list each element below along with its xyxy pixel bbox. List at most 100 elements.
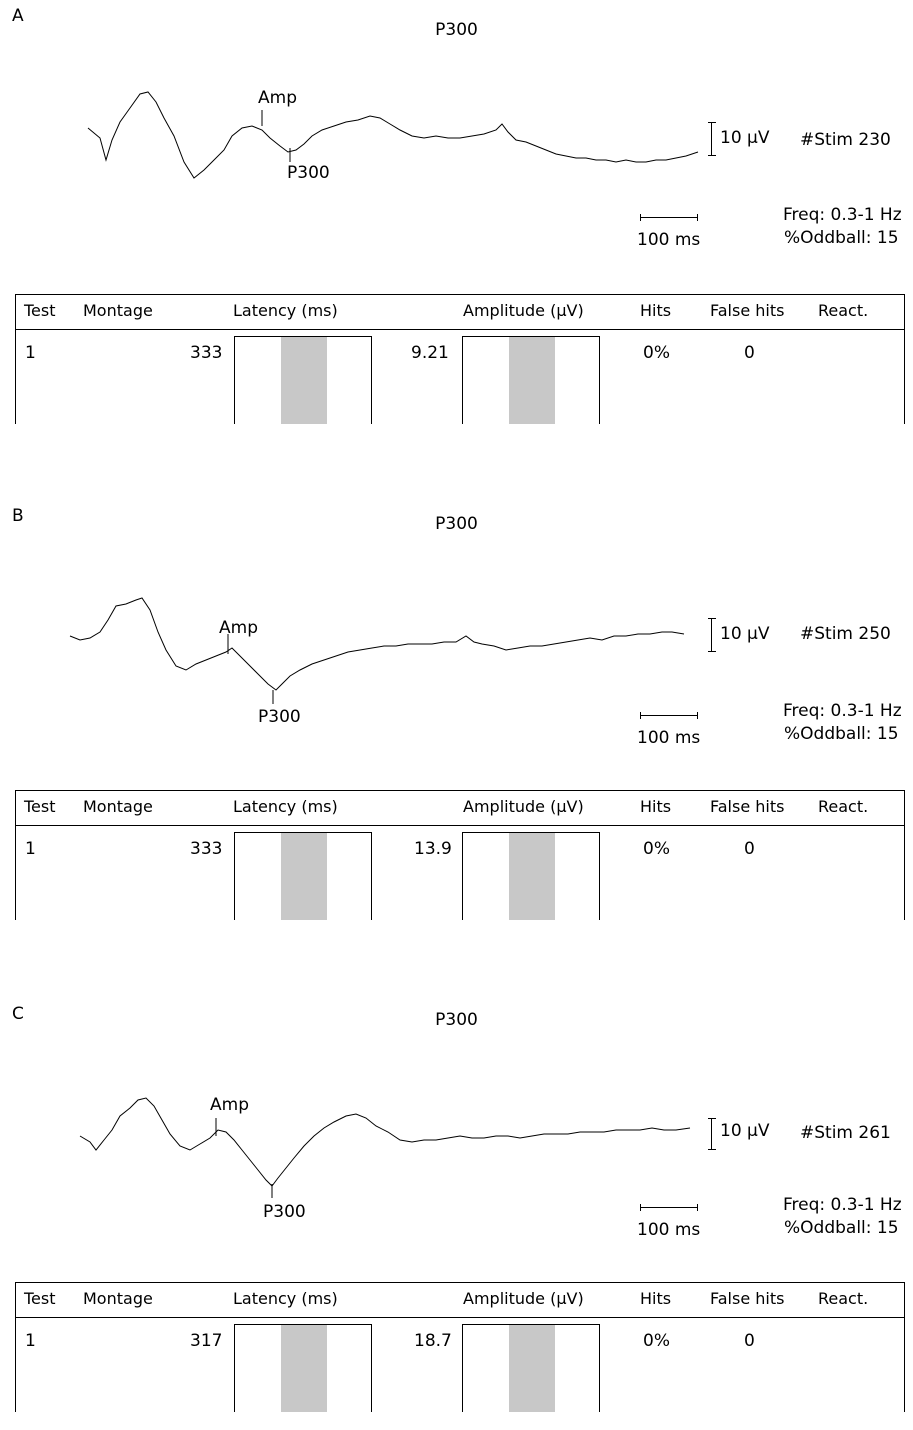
- time-scale-bar: [640, 712, 698, 719]
- stim-count: #Stim 250: [800, 624, 891, 644]
- stim-count: #Stim 230: [800, 130, 891, 150]
- oddball-label: %Oddball: 15: [784, 724, 899, 744]
- time-scale-label: 100 ms: [637, 230, 701, 250]
- latency-gauge: [234, 336, 372, 424]
- panel-b: B P300 Amp P300 10 µV #Stim 250 100 ms F…: [0, 494, 913, 934]
- header-false-hits: False hits: [710, 797, 785, 816]
- amp-label: Amp: [210, 1095, 249, 1115]
- panel-title: P300: [435, 1010, 478, 1030]
- panel-title: P300: [435, 20, 478, 40]
- header-hits: Hits: [640, 1289, 672, 1308]
- panel-letter: C: [12, 1004, 24, 1024]
- cell-amplitude: 9.21: [411, 343, 449, 363]
- header-montage: Montage: [83, 797, 153, 816]
- header-montage: Montage: [83, 301, 153, 320]
- freq-label: Freq: 0.3-1 Hz: [783, 701, 902, 721]
- cell-hits: 0%: [643, 1331, 670, 1351]
- cell-test: 1: [25, 1331, 36, 1351]
- header-hits: Hits: [640, 797, 672, 816]
- stats-header-row: Test Montage Latency (ms) Amplitude (µV)…: [15, 790, 905, 826]
- header-amplitude: Amplitude (µV): [463, 1289, 584, 1308]
- erp-trace-chart: [69, 597, 685, 704]
- header-montage: Montage: [83, 1289, 153, 1308]
- stats-header-row: Test Montage Latency (ms) Amplitude (µV)…: [15, 1282, 905, 1318]
- stats-table: Test Montage Latency (ms) Amplitude (µV)…: [15, 790, 905, 920]
- time-scale-bar: [640, 214, 698, 221]
- header-amplitude: Amplitude (µV): [463, 797, 584, 816]
- amplitude-gauge: [462, 336, 600, 424]
- freq-label: Freq: 0.3-1 Hz: [783, 1195, 902, 1215]
- header-test: Test: [24, 1289, 56, 1308]
- amp-label: Amp: [258, 88, 297, 108]
- cell-amplitude: 13.9: [414, 839, 452, 859]
- cell-false-hits: 0: [744, 839, 755, 859]
- cell-test: 1: [25, 839, 36, 859]
- cell-test: 1: [25, 343, 36, 363]
- header-false-hits: False hits: [710, 1289, 785, 1308]
- p300-label: P300: [258, 707, 301, 727]
- table-border-left: [15, 1318, 16, 1412]
- erp-trace: [69, 597, 685, 691]
- header-hits: Hits: [640, 301, 672, 320]
- latency-gauge-fill: [281, 337, 327, 424]
- table-border-left: [15, 826, 16, 920]
- amplitude-gauge-fill: [509, 337, 555, 424]
- panel-letter: B: [12, 506, 24, 526]
- header-amplitude: Amplitude (µV): [463, 301, 584, 320]
- table-border-right: [904, 330, 905, 424]
- header-react: React.: [818, 797, 869, 816]
- erp-trace-chart: [87, 91, 699, 179]
- header-test: Test: [24, 301, 56, 320]
- cell-latency: 317: [190, 1331, 223, 1351]
- time-scale-bar: [640, 1204, 698, 1211]
- header-test: Test: [24, 797, 56, 816]
- panel-title: P300: [435, 514, 478, 534]
- panel-a: A P300 Amp P300 10 µV #Stim 230 100 ms F…: [0, 0, 913, 440]
- table-border-right: [904, 1318, 905, 1412]
- cell-hits: 0%: [643, 343, 670, 363]
- cell-latency: 333: [190, 343, 223, 363]
- amplitude-gauge-fill: [509, 833, 555, 920]
- voltage-scale-bar: [708, 618, 716, 652]
- oddball-label: %Oddball: 15: [784, 1218, 899, 1238]
- latency-gauge: [234, 832, 372, 920]
- erp-trace-chart: [79, 1097, 691, 1198]
- voltage-scale-label: 10 µV: [720, 128, 770, 148]
- panel-letter: A: [12, 6, 24, 26]
- stats-header-row: Test Montage Latency (ms) Amplitude (µV)…: [15, 294, 905, 330]
- erp-trace: [87, 91, 699, 179]
- cell-false-hits: 0: [744, 343, 755, 363]
- header-react: React.: [818, 301, 869, 320]
- header-false-hits: False hits: [710, 301, 785, 320]
- cell-hits: 0%: [643, 839, 670, 859]
- latency-gauge-fill: [281, 833, 327, 920]
- p300-label: P300: [287, 163, 330, 183]
- erp-trace: [79, 1097, 691, 1187]
- cell-false-hits: 0: [744, 1331, 755, 1351]
- freq-label: Freq: 0.3-1 Hz: [783, 205, 902, 225]
- time-scale-label: 100 ms: [637, 1220, 701, 1240]
- header-latency: Latency (ms): [233, 301, 338, 320]
- cell-amplitude: 18.7: [414, 1331, 452, 1351]
- p300-label: P300: [263, 1202, 306, 1222]
- time-scale-label: 100 ms: [637, 728, 701, 748]
- latency-gauge-fill: [281, 1325, 327, 1412]
- stim-count: #Stim 261: [800, 1123, 891, 1143]
- latency-gauge: [234, 1324, 372, 1412]
- voltage-scale-bar: [708, 1118, 716, 1150]
- stats-table: Test Montage Latency (ms) Amplitude (µV)…: [15, 294, 905, 424]
- header-react: React.: [818, 1289, 869, 1308]
- amplitude-gauge-fill: [509, 1325, 555, 1412]
- table-border-right: [904, 826, 905, 920]
- voltage-scale-label: 10 µV: [720, 1121, 770, 1141]
- cell-latency: 333: [190, 839, 223, 859]
- amplitude-gauge: [462, 832, 600, 920]
- amplitude-gauge: [462, 1324, 600, 1412]
- amp-label: Amp: [219, 618, 258, 638]
- header-latency: Latency (ms): [233, 797, 338, 816]
- table-border-left: [15, 330, 16, 424]
- header-latency: Latency (ms): [233, 1289, 338, 1308]
- stats-table: Test Montage Latency (ms) Amplitude (µV)…: [15, 1282, 905, 1412]
- voltage-scale-bar: [708, 122, 716, 156]
- voltage-scale-label: 10 µV: [720, 624, 770, 644]
